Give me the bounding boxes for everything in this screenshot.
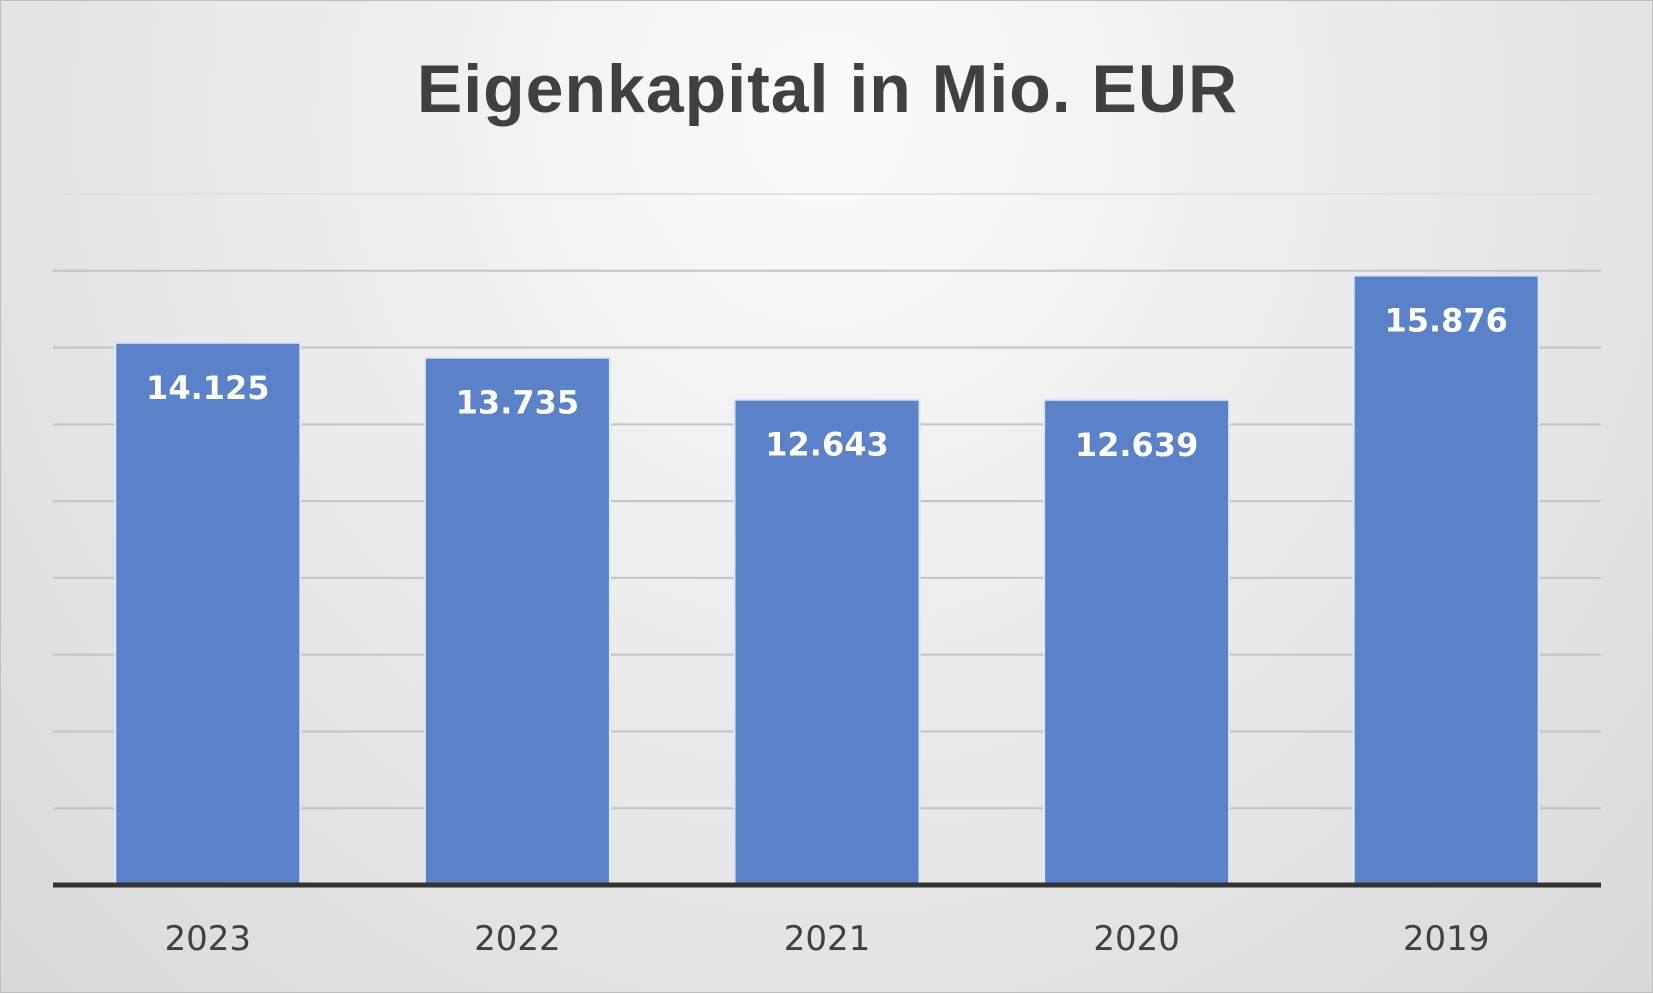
x-tick-label-2023: 2023 <box>165 919 252 959</box>
data-label-2019: 15.876 <box>1384 302 1507 340</box>
bar-2023 <box>114 341 302 886</box>
x-tick-label-2019: 2019 <box>1403 919 1490 959</box>
bars <box>114 274 1540 886</box>
data-label-2021: 12.643 <box>765 426 888 464</box>
bar-2019 <box>1352 274 1540 886</box>
x-tick-label-2021: 2021 <box>784 919 871 959</box>
data-labels: 14.125 13.735 12.643 12.639 15.876 <box>146 302 1508 464</box>
chart-title: Eigenkapital in Mio. EUR <box>416 51 1239 127</box>
bar-2021 <box>733 398 921 886</box>
bar-2022 <box>423 356 611 886</box>
data-label-2023: 14.125 <box>146 369 269 407</box>
data-label-2020: 12.639 <box>1075 426 1198 464</box>
bar-2020 <box>1043 398 1231 886</box>
x-tick-label-2022: 2022 <box>474 919 561 959</box>
x-axis-ticks: 2023 2022 2021 2020 2019 <box>165 919 1490 959</box>
data-label-2022: 13.735 <box>456 384 579 422</box>
x-tick-label-2020: 2020 <box>1093 919 1180 959</box>
